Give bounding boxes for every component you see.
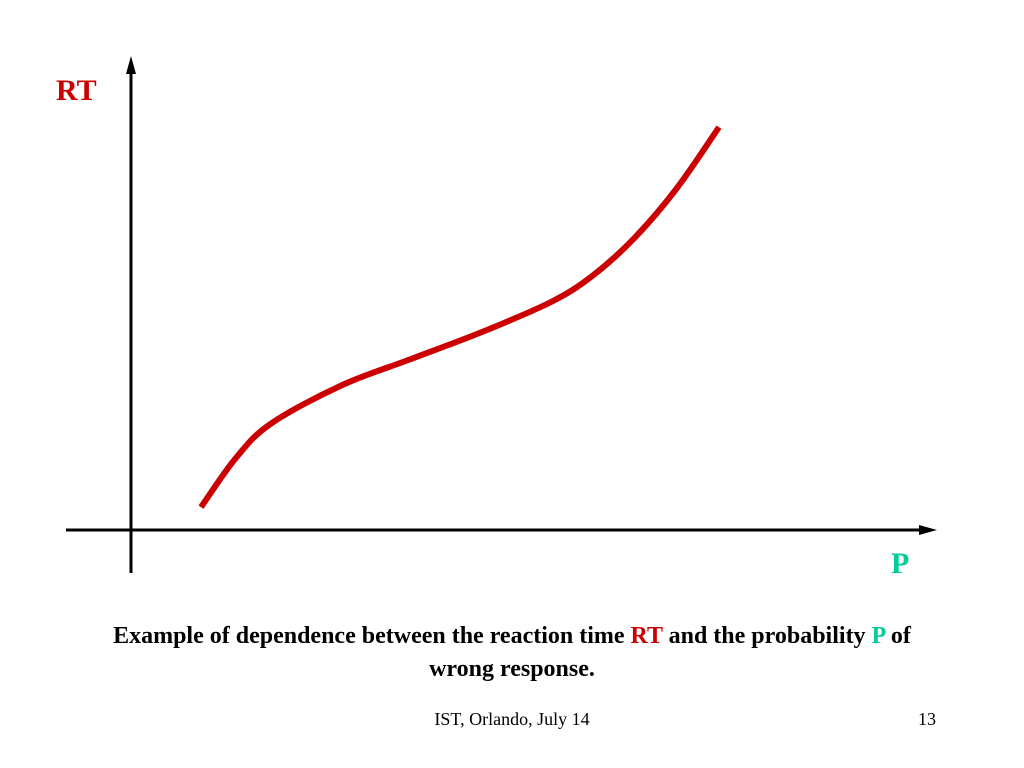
footer-event: IST, Orlando, July 14 [434,709,590,729]
caption-rt: RT [630,623,663,649]
page-number: 13 [918,709,936,729]
y-axis-label: RT [56,74,97,107]
axes [66,56,937,573]
figure-caption: Example of dependence between the reacti… [100,620,924,686]
caption-text-2: and the probability [662,623,872,649]
y-axis-arrow [126,56,136,74]
caption-text-3: of wrong response. [429,623,911,682]
rt-p-curve [198,125,722,509]
caption-text-1: Example of dependence between the reacti… [113,623,631,649]
x-axis-arrow [919,525,937,535]
caption-p: P [871,623,885,649]
x-axis-label: P [891,547,910,580]
